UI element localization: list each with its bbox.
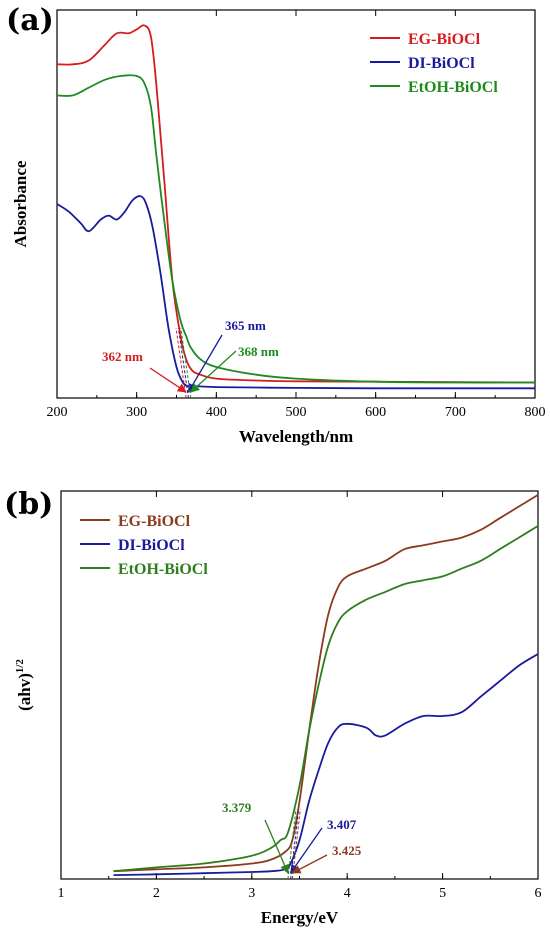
legend-label: EtOH-BiOCl	[118, 561, 208, 578]
x-tick-label: 2	[153, 886, 160, 901]
series-line-di-biocl	[113, 653, 539, 876]
series-line-eg-biocl	[113, 494, 539, 873]
x-tick-label: 400	[206, 405, 227, 420]
panel-b: (b) 1 2 3 4 5 6 Energy/eV (ahv)1/2 EG-BiOCl DI-BiO…	[4, 487, 542, 927]
annotation-label: 3.379	[222, 800, 252, 815]
x-tick-label: 6	[535, 886, 542, 901]
y-axis-title-superscript: 1/2	[14, 659, 26, 674]
annotation-label: 368 nm	[238, 344, 279, 359]
x-tick-label: 200	[47, 405, 68, 420]
annotation-arrow	[291, 854, 328, 874]
x-tick-label: 600	[365, 405, 386, 420]
annotation-label: 362 nm	[102, 349, 143, 364]
x-tick-label: 500	[286, 405, 307, 420]
annotation-arrow	[190, 350, 237, 393]
panel-label: (b)	[4, 487, 53, 522]
tangent-line	[287, 808, 297, 880]
legend-label: EG-BiOCl	[408, 31, 481, 48]
y-axis-title: (ahv)1/2	[14, 659, 34, 711]
series-line-eg-biocl	[56, 24, 536, 384]
x-tick-label: 3	[248, 886, 255, 901]
annotation-label: 3.407	[327, 817, 357, 832]
legend-label: DI-BiOCl	[118, 537, 185, 554]
x-axis-title: Wavelength/nm	[239, 427, 353, 446]
legend-label: EG-BiOCl	[118, 513, 191, 530]
series-line-di-biocl	[56, 195, 535, 390]
annotation-label: 3.425	[332, 843, 362, 858]
x-tick-label: 5	[439, 886, 446, 901]
tangent-line	[177, 327, 189, 399]
legend-label: DI-BiOCl	[408, 55, 475, 72]
legend-label: EtOH-BiOCl	[408, 79, 498, 96]
tangent-line	[180, 327, 192, 399]
series-line-etoh-biocl	[56, 74, 536, 384]
y-axis-title-text: Absorbance	[11, 160, 30, 247]
x-tick-label: 300	[126, 405, 147, 420]
x-tick-label: 800	[525, 405, 546, 420]
y-axis-title: Absorbance	[11, 160, 30, 247]
x-tick-label: 4	[344, 886, 351, 901]
annotation-arrow	[187, 334, 223, 393]
annotation-arrow	[149, 367, 187, 393]
series-line-etoh-biocl	[113, 525, 539, 873]
annotation-label: 365 nm	[225, 318, 266, 333]
x-tick-label: 1	[58, 886, 65, 901]
x-tick-label: 700	[445, 405, 466, 420]
x-axis-title: Energy/eV	[261, 908, 339, 927]
panel-a: (a) 200 300 400 500 600 700 800 Wavelength/nm Abs…	[6, 3, 546, 446]
y-axis-title-text: (ahv)	[15, 673, 34, 711]
annotation-arrow	[264, 819, 289, 874]
panel-label: (a)	[6, 3, 54, 38]
